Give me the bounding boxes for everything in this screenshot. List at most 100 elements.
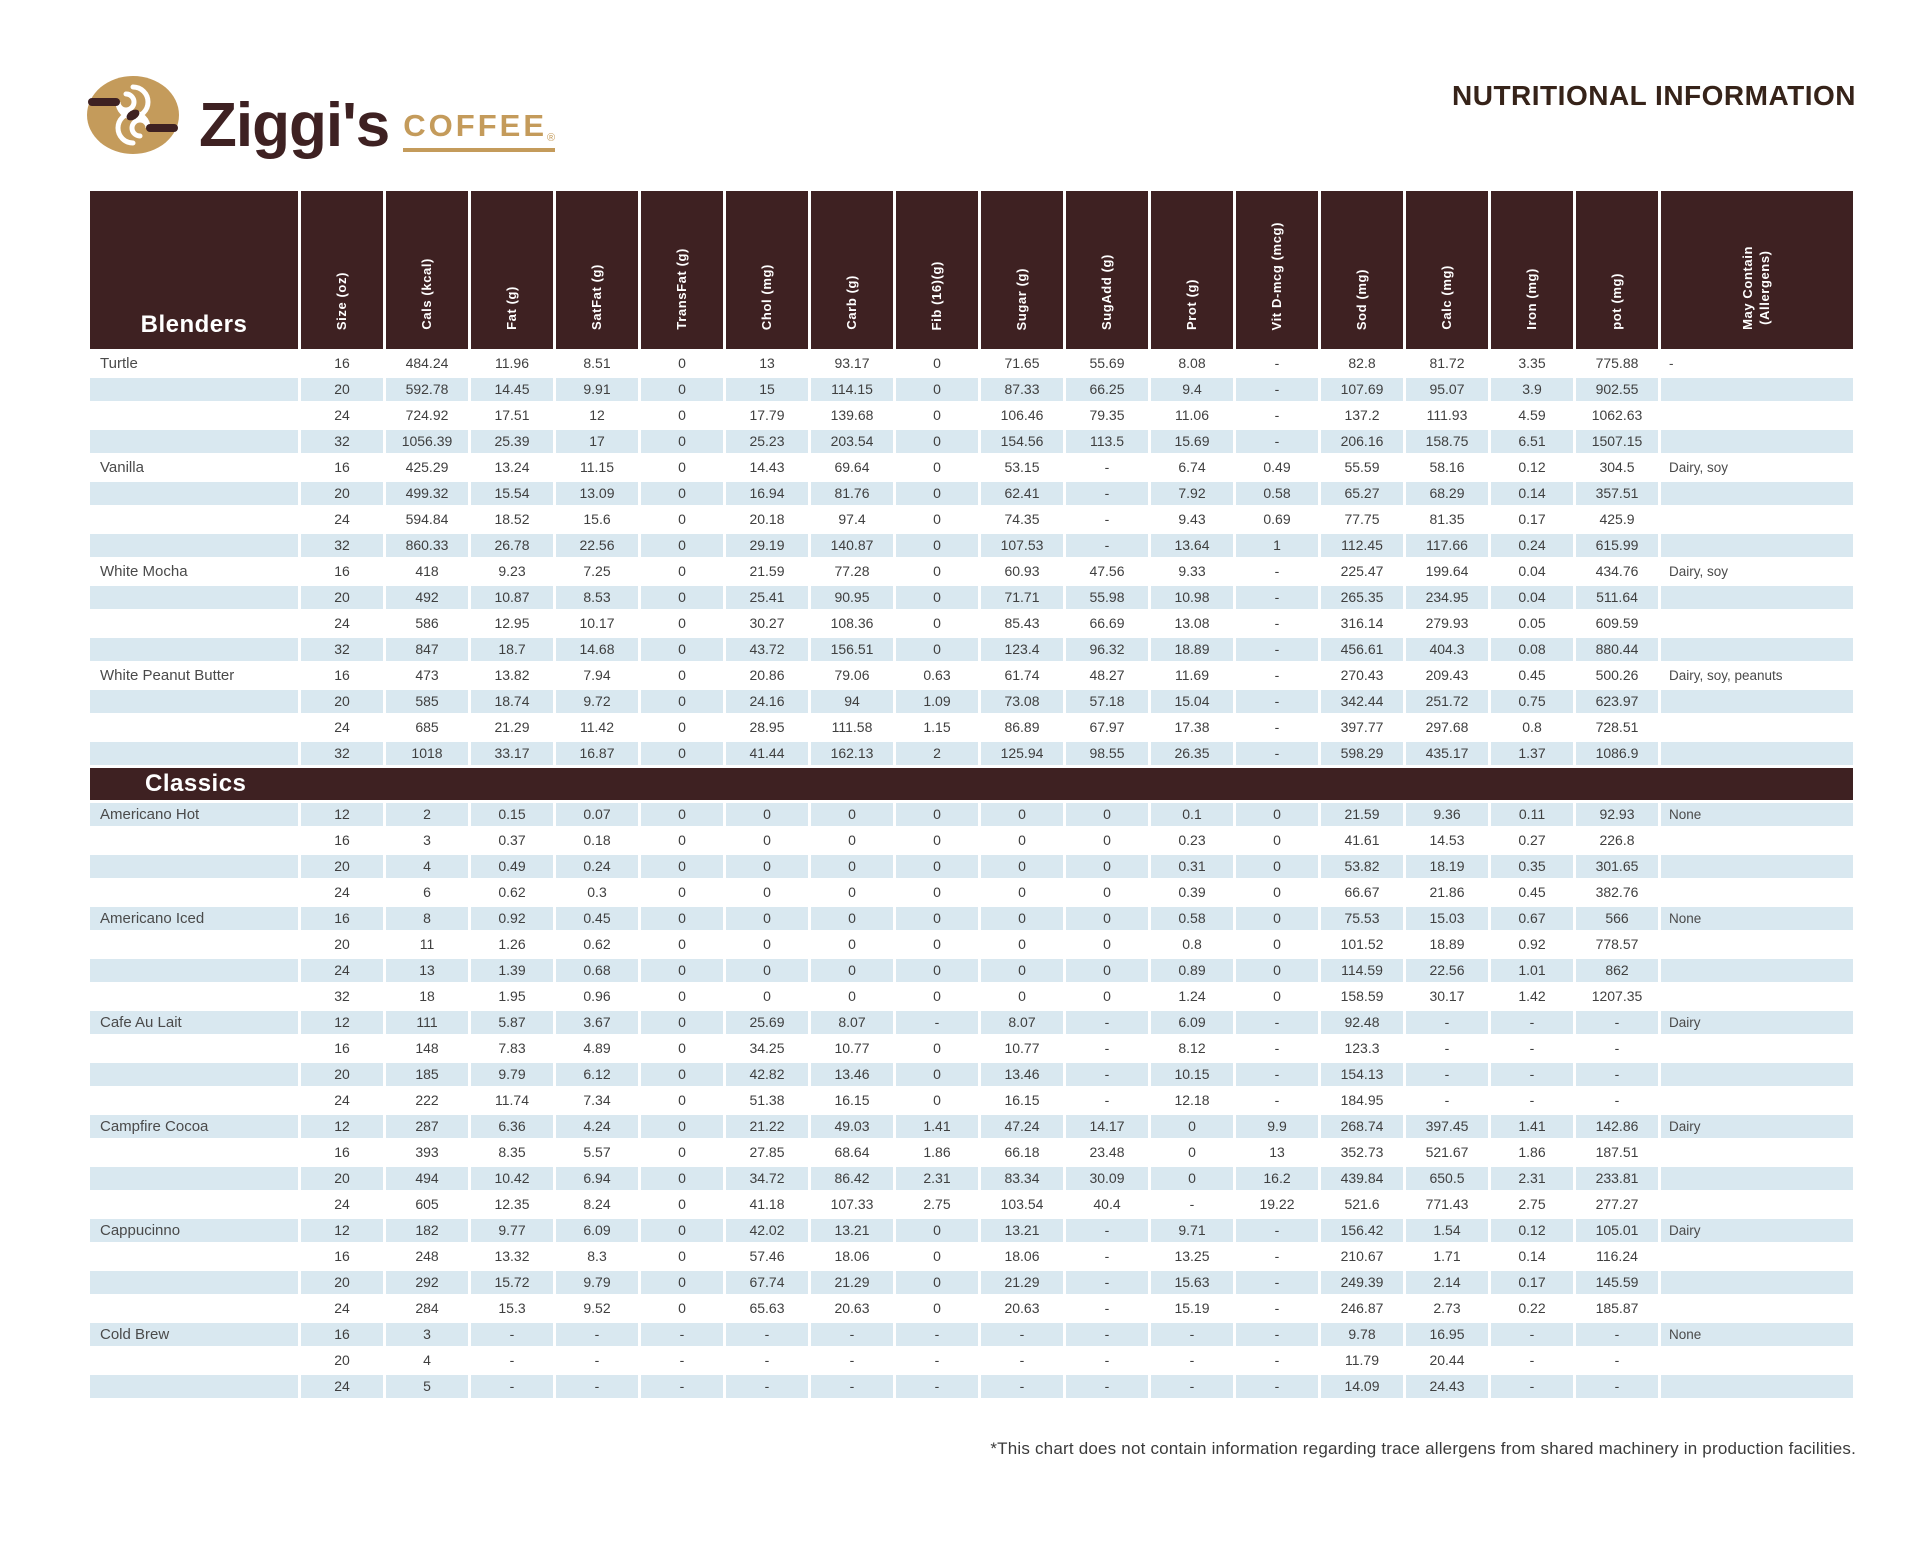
allergen-cell: Dairy, soy	[1661, 560, 1853, 583]
drink-name-cell: Cappucinno	[90, 1219, 298, 1242]
column-header: May Contain (Allergens)	[1661, 191, 1853, 349]
value-cell: -	[1236, 1219, 1318, 1242]
value-cell: -	[1236, 612, 1318, 635]
value-cell: 0	[641, 586, 723, 609]
value-cell: 0	[1066, 933, 1148, 956]
ziggis-logo-mark	[87, 76, 179, 154]
value-cell: 12	[301, 1219, 383, 1242]
value-cell: 2.31	[1491, 1167, 1573, 1190]
column-header: Sugar (g)	[981, 191, 1063, 349]
value-cell: 20	[301, 482, 383, 505]
value-cell: -	[1406, 1063, 1488, 1086]
value-cell: 20	[301, 1063, 383, 1086]
value-cell: 11.69	[1151, 664, 1233, 687]
value-cell: 0.31	[1151, 855, 1233, 878]
value-cell: 26.35	[1151, 742, 1233, 765]
value-cell: 13.24	[471, 456, 553, 479]
value-cell: 32	[301, 985, 383, 1008]
value-cell: 13	[1236, 1141, 1318, 1164]
value-cell: 111.93	[1406, 404, 1488, 427]
value-cell: 73.08	[981, 690, 1063, 713]
value-cell: 114.59	[1321, 959, 1403, 982]
drink-name-cell: Americano Hot	[90, 803, 298, 826]
value-cell: 67.97	[1066, 716, 1148, 739]
value-cell: 40.4	[1066, 1193, 1148, 1216]
value-cell: 23.48	[1066, 1141, 1148, 1164]
brand-name-coffee-wrap: COFFEE®	[403, 108, 556, 152]
value-cell: 0	[811, 959, 893, 982]
brand-underline	[403, 148, 556, 152]
value-cell: 0	[811, 855, 893, 878]
value-cell: 1.42	[1491, 985, 1573, 1008]
value-cell: 210.67	[1321, 1245, 1403, 1268]
value-cell: 24	[301, 612, 383, 635]
value-cell: 20.44	[1406, 1349, 1488, 1372]
value-cell: 4.59	[1491, 404, 1573, 427]
value-cell: 30.17	[1406, 985, 1488, 1008]
value-cell: 16.87	[556, 742, 638, 765]
value-cell: 11.96	[471, 352, 553, 375]
value-cell: 439.84	[1321, 1167, 1403, 1190]
value-cell: 142.86	[1576, 1115, 1658, 1138]
value-cell: -	[726, 1349, 808, 1372]
value-cell: 0	[641, 933, 723, 956]
value-cell: 0.58	[1151, 907, 1233, 930]
value-cell: 107.69	[1321, 378, 1403, 401]
value-cell: -	[1236, 352, 1318, 375]
value-cell: 775.88	[1576, 352, 1658, 375]
value-cell: 5	[386, 1375, 468, 1398]
value-cell: 27.85	[726, 1141, 808, 1164]
value-cell: 0.05	[1491, 612, 1573, 635]
value-cell: 187.51	[1576, 1141, 1658, 1164]
value-cell: 82.8	[1321, 352, 1403, 375]
registered-mark: ®	[547, 132, 556, 144]
value-cell: 10.15	[1151, 1063, 1233, 1086]
allergen-cell	[1661, 959, 1853, 982]
value-cell: 0.67	[1491, 907, 1573, 930]
value-cell: 4	[386, 1349, 468, 1372]
value-cell: 66.69	[1066, 612, 1148, 635]
value-cell: -	[1236, 742, 1318, 765]
value-cell: 605	[386, 1193, 468, 1216]
value-cell: 154.56	[981, 430, 1063, 453]
value-cell: 0	[1236, 855, 1318, 878]
value-cell: 0	[896, 534, 978, 557]
value-cell: -	[726, 1323, 808, 1346]
column-header: SatFat (g)	[556, 191, 638, 349]
value-cell: 3.35	[1491, 352, 1573, 375]
value-cell: 105.01	[1576, 1219, 1658, 1242]
value-cell: 393	[386, 1141, 468, 1164]
value-cell: 16.94	[726, 482, 808, 505]
value-cell: 81.72	[1406, 352, 1488, 375]
value-cell: 0.24	[1491, 534, 1573, 557]
value-cell: 0	[641, 612, 723, 635]
value-cell: 20	[301, 378, 383, 401]
value-cell: 880.44	[1576, 638, 1658, 661]
drink-name-cell	[90, 1141, 298, 1164]
value-cell: 43.72	[726, 638, 808, 661]
allergen-cell	[1661, 855, 1853, 878]
value-cell: 292	[386, 1271, 468, 1294]
value-cell: 650.5	[1406, 1167, 1488, 1190]
value-cell: 16	[301, 907, 383, 930]
value-cell: 20	[301, 586, 383, 609]
value-cell: 77.28	[811, 560, 893, 583]
value-cell: 24	[301, 404, 383, 427]
value-cell: 62.41	[981, 482, 1063, 505]
table-row: Cold Brew 16 3- - - - - - - - - -9.78 16.95- - None	[90, 1323, 1853, 1346]
value-cell: 15.04	[1151, 690, 1233, 713]
drink-name-cell	[90, 508, 298, 531]
value-cell: 521.67	[1406, 1141, 1488, 1164]
value-cell: 10.77	[981, 1037, 1063, 1060]
value-cell: -	[1066, 1323, 1148, 1346]
value-cell: 139.68	[811, 404, 893, 427]
value-cell: 97.4	[811, 508, 893, 531]
value-cell: 81.76	[811, 482, 893, 505]
value-cell: 342.44	[1321, 690, 1403, 713]
value-cell: 6.12	[556, 1063, 638, 1086]
value-cell: 0	[896, 378, 978, 401]
allergen-cell	[1661, 1297, 1853, 1320]
drink-name-cell	[90, 985, 298, 1008]
table-row: 32 1018 33.17 16.87 0 41.44 162.13 2 125.94 98.55…	[90, 742, 1853, 765]
value-cell: 1	[1236, 534, 1318, 557]
